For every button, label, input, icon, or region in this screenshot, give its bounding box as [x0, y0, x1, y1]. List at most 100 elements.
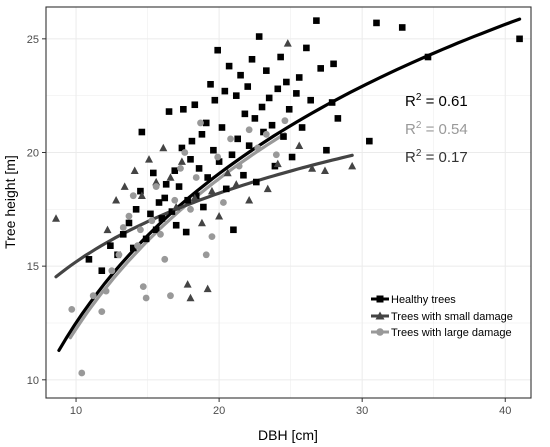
- point-large-damage: [157, 230, 164, 238]
- legend-triangle-marker: [375, 311, 385, 320]
- point-healthy: [277, 53, 284, 61]
- point-healthy: [274, 85, 282, 93]
- point-healthy: [132, 206, 140, 213]
- r2-value-large-damage: 0.54: [439, 121, 468, 138]
- point-healthy: [172, 221, 180, 229]
- point-large-damage: [125, 212, 133, 220]
- plot-border: [45, 6, 532, 399]
- point-healthy: [202, 119, 210, 127]
- point-healthy: [147, 210, 154, 218]
- point-healthy: [137, 187, 144, 195]
- point-large-damage: [139, 283, 147, 291]
- point-large-damage: [181, 149, 189, 156]
- point-large-damage: [235, 162, 243, 170]
- point-healthy: [285, 105, 293, 113]
- point-large-damage: [272, 151, 280, 159]
- point-healthy: [215, 158, 223, 165]
- point-healthy: [165, 108, 173, 115]
- point-large-damage: [262, 130, 270, 138]
- x-tick-label: 40: [499, 405, 511, 417]
- fit-curve-trees-with-small-damage: [54, 153, 354, 279]
- point-healthy: [198, 131, 206, 138]
- legend-item-small-damage: Trees with small damage: [371, 311, 513, 323]
- point-small-damage: [273, 159, 282, 168]
- point-healthy: [313, 17, 320, 24]
- point-healthy: [283, 78, 290, 86]
- r2-value-small-damage: 0.17: [439, 149, 468, 166]
- point-small-damage: [190, 193, 199, 202]
- point-healthy: [258, 103, 266, 111]
- point-large-damage: [208, 233, 216, 240]
- point-healthy: [328, 99, 336, 106]
- point-healthy: [184, 196, 191, 204]
- point-small-damage: [159, 143, 168, 152]
- point-healthy: [251, 115, 259, 122]
- point-healthy: [171, 167, 179, 174]
- point-healthy: [265, 94, 273, 102]
- point-large-damage: [137, 226, 144, 234]
- point-healthy: [178, 144, 186, 152]
- point-healthy: [516, 35, 523, 43]
- point-small-damage: [186, 293, 195, 302]
- point-healthy: [129, 244, 137, 252]
- point-small-damage: [183, 280, 192, 288]
- point-healthy: [210, 146, 217, 154]
- point-healthy: [232, 92, 240, 99]
- point-healthy: [98, 267, 106, 274]
- point-healthy: [180, 105, 187, 113]
- point-healthy: [211, 96, 219, 104]
- r2-value-healthy: 0.61: [439, 93, 468, 110]
- point-healthy: [207, 80, 214, 88]
- point-healthy: [268, 121, 276, 129]
- fit-curve-trees-with-large-damage: [68, 132, 287, 340]
- point-healthy: [244, 83, 252, 90]
- point-large-damage: [192, 174, 200, 181]
- point-healthy: [366, 137, 373, 145]
- point-small-damage: [120, 182, 129, 190]
- point-small-damage: [320, 166, 329, 174]
- point-healthy: [221, 87, 229, 95]
- point-healthy: [280, 133, 287, 140]
- point-healthy: [317, 65, 324, 72]
- r2-label-small-damage: R2 = 0.17: [405, 148, 468, 166]
- point-healthy: [85, 256, 93, 263]
- point-large-damage: [161, 255, 169, 263]
- point-small-damage: [145, 155, 154, 163]
- legend-label-small-damage: Trees with small damage: [391, 311, 513, 323]
- point-small-damage: [215, 211, 224, 220]
- point-healthy: [263, 67, 270, 74]
- point-healthy: [168, 208, 176, 215]
- point-healthy: [240, 171, 247, 179]
- legend-item-large-damage: Trees with large damage: [371, 327, 512, 339]
- point-large-damage: [152, 183, 160, 190]
- point-healthy: [330, 60, 337, 68]
- point-large-damage: [227, 135, 234, 143]
- axis-ticks: 10 20 30 40 10 15 20 25: [27, 34, 512, 417]
- x-tick-label: 20: [213, 405, 225, 417]
- point-healthy: [253, 178, 260, 186]
- point-healthy: [192, 192, 200, 199]
- point-healthy: [107, 242, 114, 249]
- point-small-damage: [295, 141, 304, 149]
- point-large-damage: [171, 196, 179, 204]
- point-healthy: [142, 235, 150, 243]
- point-healthy: [234, 135, 242, 143]
- point-healthy: [245, 142, 253, 149]
- point-large-damage: [220, 199, 227, 206]
- point-healthy: [214, 46, 221, 54]
- y-axis-title: Tree height [m]: [2, 155, 18, 249]
- point-healthy: [288, 153, 296, 161]
- y-tick-label: 15: [27, 261, 39, 273]
- point-small-damage: [263, 184, 272, 193]
- point-large-damage: [102, 287, 110, 295]
- point-healthy: [162, 181, 170, 188]
- point-large-damage: [115, 251, 123, 259]
- legend: Healthy trees Trees with small damage Tr…: [371, 294, 513, 339]
- point-small-damage: [197, 218, 206, 227]
- point-healthy: [248, 55, 256, 63]
- point-large-damage: [148, 217, 156, 225]
- point-healthy: [424, 53, 432, 61]
- point-small-damage: [245, 196, 254, 204]
- point-healthy: [222, 185, 230, 193]
